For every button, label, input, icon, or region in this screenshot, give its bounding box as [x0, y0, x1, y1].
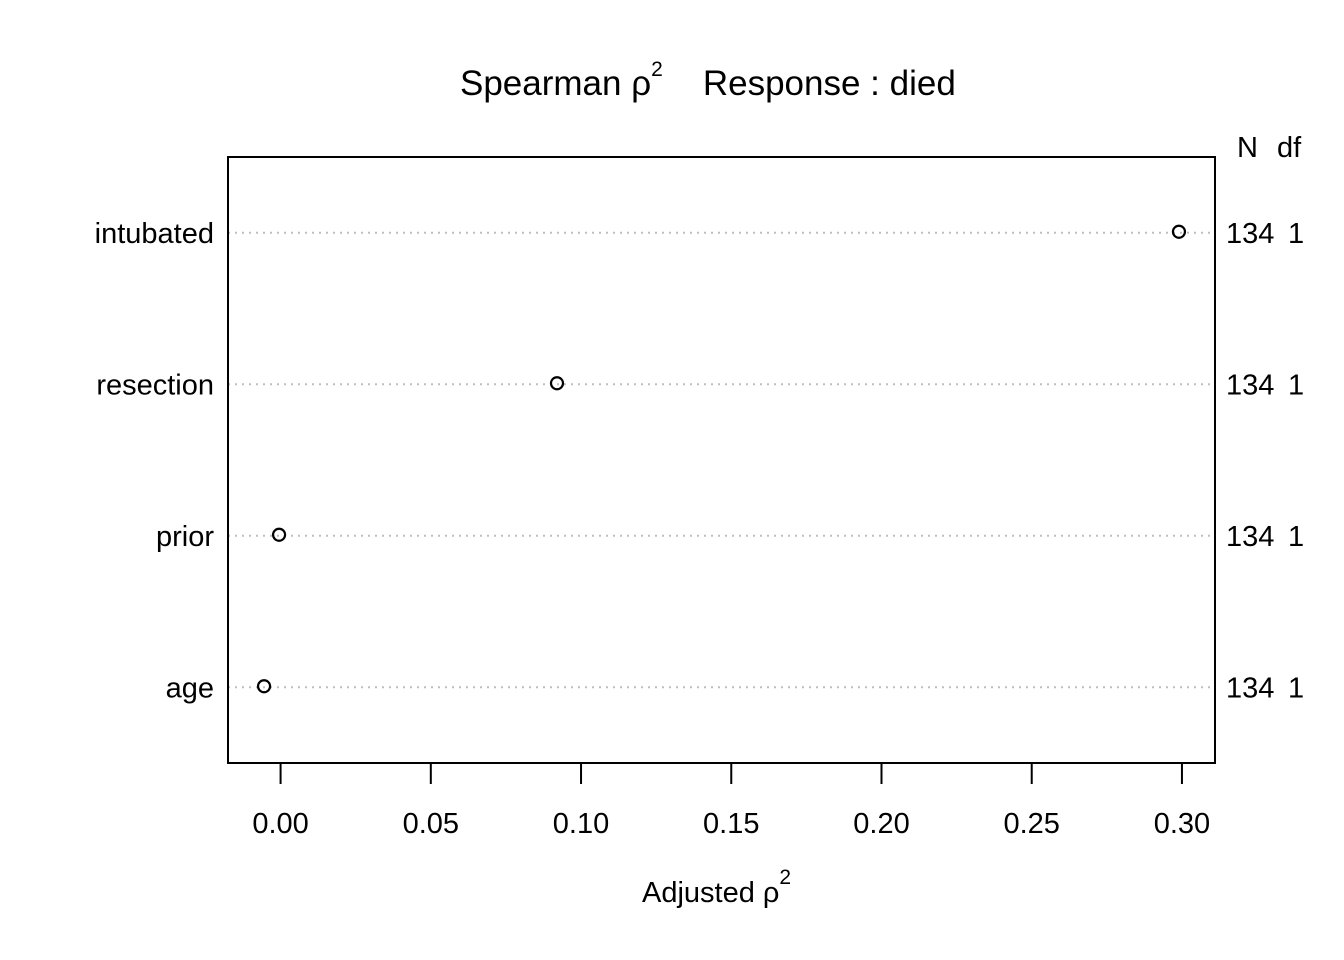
- point-resection: [549, 376, 565, 391]
- title-superscript: 2: [651, 58, 663, 81]
- right-stats: 134 1 134 1 134 1 134 1: [1226, 218, 1304, 705]
- gridlines: [228, 231, 1215, 689]
- x-tick-label-0.10: 0.10: [553, 808, 609, 840]
- x-axis-label: Adjusted ρ2: [642, 866, 791, 909]
- x-tick-label-0.25: 0.25: [1003, 808, 1059, 840]
- title-response-label: Response: [703, 64, 861, 103]
- chart-title: Spearman ρ2 Response : died: [460, 58, 956, 103]
- category-label-intubated: intubated: [95, 218, 214, 250]
- point-prior: [271, 527, 287, 542]
- category-labels: intubated resection prior age: [95, 218, 215, 705]
- xlabel-superscript: 2: [779, 866, 791, 889]
- df-value-intubated: 1: [1288, 218, 1304, 250]
- df-value-prior: 1: [1288, 521, 1304, 553]
- n-value-resection: 134: [1226, 369, 1274, 401]
- title-response-sep: :: [860, 64, 889, 103]
- xlabel-text: Adjusted: [642, 877, 763, 909]
- n-header: N: [1237, 132, 1258, 164]
- n-value-intubated: 134: [1226, 218, 1274, 250]
- xlabel-rho-symbol: ρ: [763, 877, 780, 909]
- df-header: df: [1277, 132, 1302, 164]
- title-prefix: Spearman: [460, 64, 631, 103]
- n-value-prior: 134: [1226, 521, 1274, 553]
- x-tick-label-0.00: 0.00: [252, 808, 308, 840]
- x-tick-label-0.05: 0.05: [403, 808, 459, 840]
- category-label-resection: resection: [96, 369, 214, 401]
- point-intubated: [1171, 224, 1187, 239]
- df-value-age: 1: [1288, 672, 1304, 704]
- plot-frame: [227, 156, 1216, 764]
- title-rho-symbol: ρ: [631, 64, 651, 103]
- x-tick-label-0.20: 0.20: [853, 808, 909, 840]
- data-points: [256, 224, 1187, 694]
- x-tick-label-0.15: 0.15: [703, 808, 759, 840]
- category-label-age: age: [166, 672, 214, 704]
- df-value-resection: 1: [1288, 369, 1304, 401]
- n-value-age: 134: [1226, 672, 1274, 704]
- point-age: [256, 679, 272, 694]
- x-tick-label-0.30: 0.30: [1154, 808, 1210, 840]
- x-axis: 0.00 0.05 0.10 0.15 0.20 0.25 0.30: [252, 762, 1210, 840]
- title-response-value: died: [890, 64, 956, 103]
- category-label-prior: prior: [156, 521, 214, 553]
